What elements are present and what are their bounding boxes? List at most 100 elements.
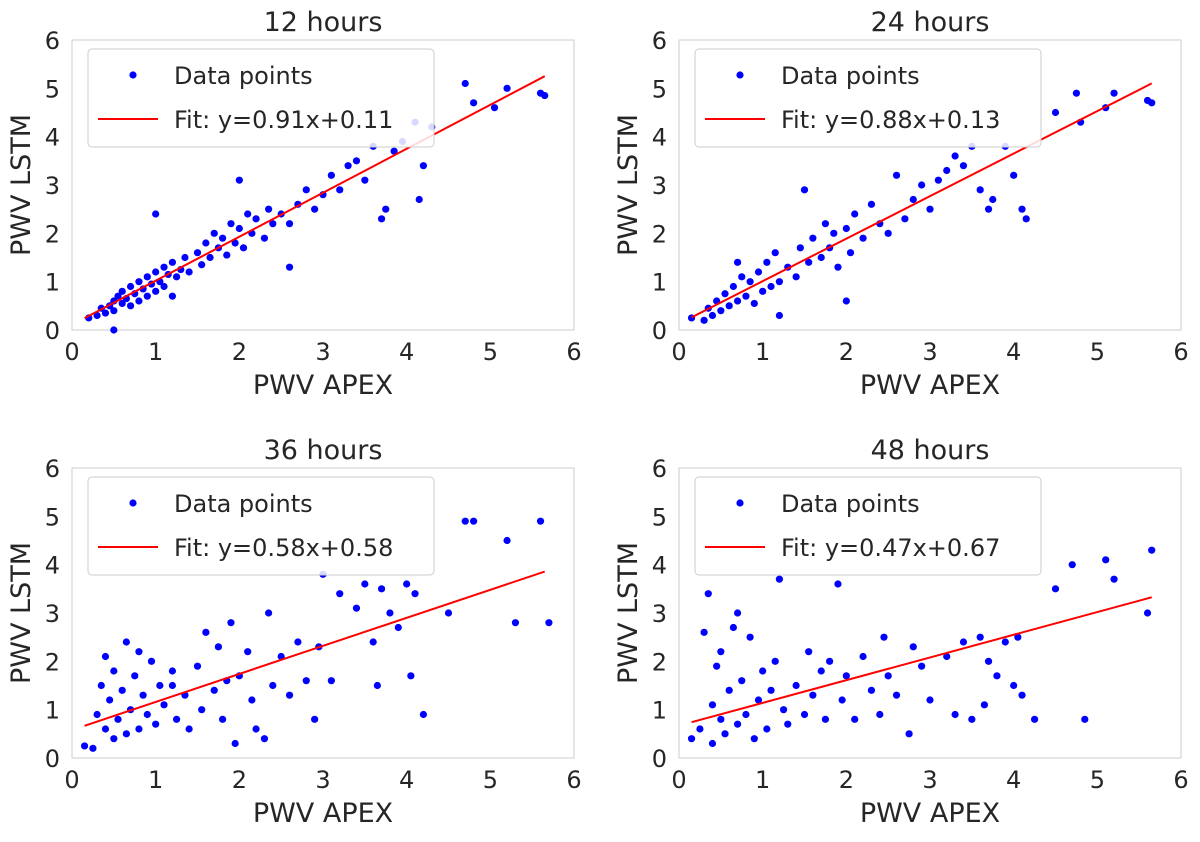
data-point [821,715,830,723]
data-point [725,686,733,694]
legend-marker-data-points [129,71,137,79]
legend-label-fit: Fit: y=0.88x+0.13 [781,106,1000,134]
x-tick-label: 1 [755,338,770,366]
data-point [461,79,469,88]
x-tick-label: 6 [1173,338,1188,366]
data-point [202,628,210,636]
y-tick-label: 1 [45,269,60,297]
x-tick-label: 2 [232,338,247,366]
data-point [1051,108,1060,117]
data-point [1110,89,1118,97]
data-point [285,263,294,271]
data-point [733,297,742,305]
data-point [168,292,176,300]
data-point [377,585,386,593]
data-points [80,517,553,752]
data-point [976,633,984,641]
y-tick-label: 6 [652,27,667,55]
data-point [784,720,792,728]
data-point [361,580,369,588]
x-tick-label: 6 [566,338,581,366]
data-point [377,215,386,223]
data-point [742,710,750,719]
legend-marker-data-points [736,499,744,507]
legend-box [87,48,435,148]
legend: Data points Fit: y=0.47x+0.67 [694,476,1042,576]
y-tick-label: 0 [45,317,60,345]
data-point [943,652,951,661]
data-points [687,546,1156,748]
data-point [336,590,344,598]
y-tick-label: 2 [652,220,667,248]
data-point [302,186,310,194]
data-point [248,696,256,704]
x-tick-label: 5 [1090,338,1105,366]
data-point [817,253,825,262]
fit-line [84,75,546,319]
data-point [1051,585,1060,593]
data-point [160,263,168,271]
data-point [361,176,369,184]
data-point [93,710,101,719]
data-point [210,686,218,694]
data-point [775,278,784,286]
data-point [934,176,942,184]
data-point [809,691,817,699]
data-point [775,575,784,583]
y-tick-label: 4 [652,552,667,580]
data-point [503,536,511,545]
data-point [198,261,206,269]
data-point [708,311,717,320]
legend-label-data-points: Data points [781,490,920,518]
data-point [951,710,959,719]
data-point [470,517,478,525]
data-point [851,210,859,218]
legend-label-data-points: Data points [781,62,920,90]
data-point [135,297,143,305]
data-point [114,292,122,300]
chart-title: 36 hours [264,435,383,466]
data-point [926,205,934,213]
data-point [959,162,968,170]
data-point [717,307,725,315]
data-point [210,229,218,237]
y-tick-label: 3 [45,600,60,628]
legend: Data points Fit: y=0.58x+0.58 [87,476,435,576]
data-point [231,239,239,247]
data-point [239,244,248,252]
data-point [193,249,202,257]
data-point [327,171,335,179]
data-point [135,648,143,656]
x-tick-label: 5 [1090,766,1105,794]
data-point [892,691,901,699]
data-point [386,609,394,617]
x-tick-label: 0 [64,338,79,366]
data-point [511,619,520,627]
data-point [826,657,834,665]
x-tick-label: 4 [399,338,414,366]
data-point [181,253,189,262]
data-point [759,667,767,675]
data-point [876,710,884,719]
data-point [172,273,181,281]
data-point [989,195,997,204]
y-axis-label: PWV LSTM [6,542,37,684]
data-point [905,730,913,738]
data-point [172,715,181,723]
data-point [926,696,934,704]
data-point [265,205,273,213]
data-point [767,686,775,694]
data-point [1143,609,1152,617]
legend-label-data-points: Data points [174,62,313,90]
data-point [909,195,917,204]
data-point [110,735,118,743]
data-point [327,677,335,685]
y-tick-label: 3 [652,600,667,628]
data-point [235,224,243,233]
data-point [80,742,89,750]
data-point [294,638,302,646]
data-point [89,744,97,752]
subplot-4: 48 hours 0 1 2 3 4 5 6 0 1 2 3 4 5 6 PWV APEX PWV LSTM Da… [613,435,1189,829]
data-point [382,205,390,213]
data-point [909,643,917,651]
